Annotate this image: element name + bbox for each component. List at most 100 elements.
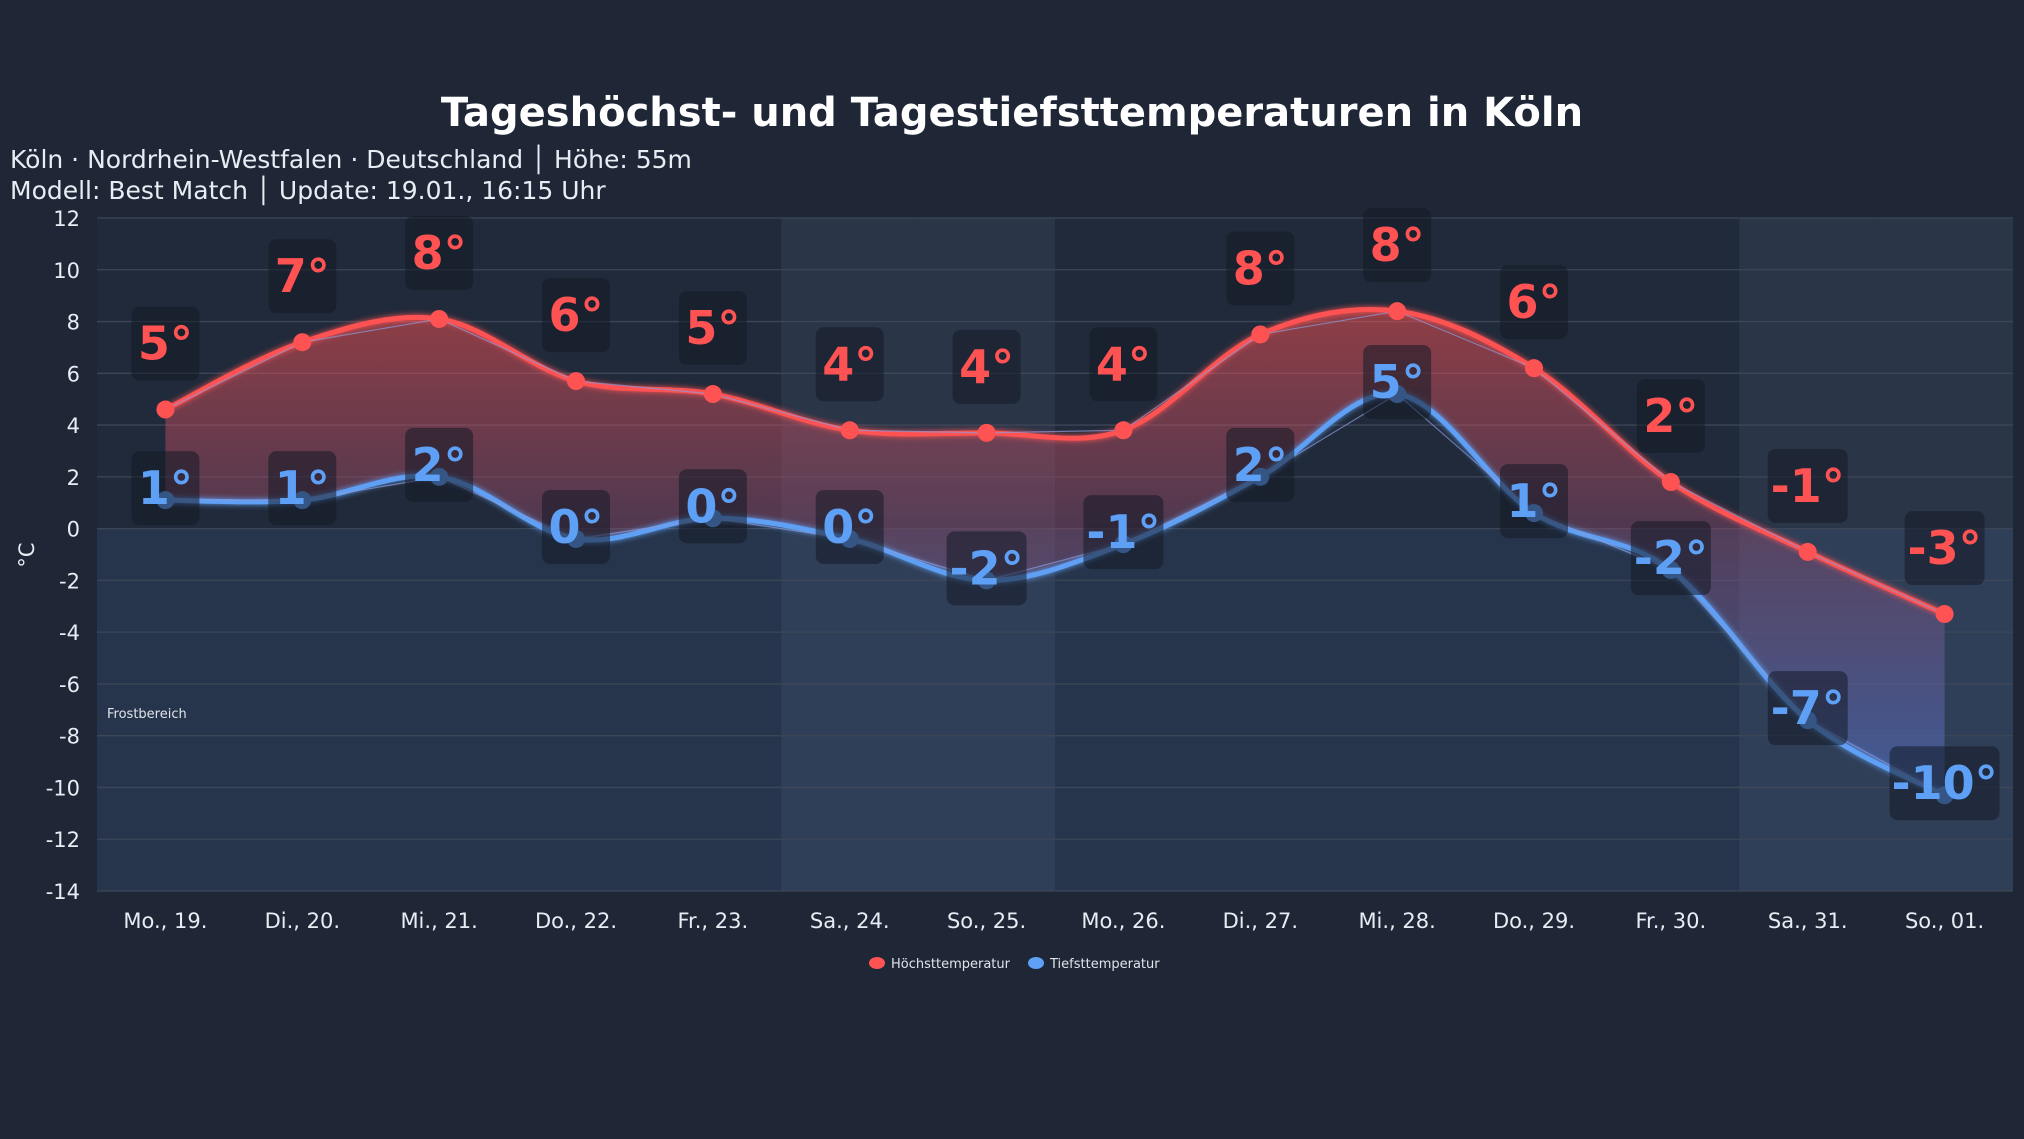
data-point-high (293, 333, 312, 352)
legend: Höchsttemperatur Tiefsttemperatur (869, 957, 1160, 972)
y-tick-label: 6 (67, 362, 80, 386)
data-point-high (1798, 542, 1817, 561)
data-label-high: 4° (1096, 337, 1151, 391)
data-point-high (1935, 605, 1954, 624)
data-label-box-low (815, 489, 884, 564)
data-label-box-high (131, 306, 200, 381)
data-point-high (1114, 421, 1133, 440)
y-tick-label: -12 (46, 828, 80, 852)
y-tick-label: 2 (67, 466, 80, 490)
data-label-low: 0° (822, 500, 877, 554)
data-label-low: 1° (138, 461, 193, 515)
data-label-high: 8° (412, 226, 467, 280)
data-label-low: -10° (1892, 756, 1998, 810)
y-tick-label: -2 (59, 569, 80, 593)
y-tick-label: 8 (67, 311, 80, 335)
y-tick-label: 10 (53, 259, 80, 283)
data-label-high: 4° (959, 340, 1014, 394)
data-label-box-high (1636, 379, 1705, 454)
data-label-box-low (542, 489, 610, 564)
legend-marker-high (869, 957, 885, 969)
data-label-low: 5° (1370, 355, 1425, 409)
data-label-high: -3° (1908, 521, 1982, 575)
y-tick-label: 12 (53, 207, 80, 231)
data-point-high (156, 400, 175, 419)
y-tick-label: -4 (59, 621, 80, 645)
data-label-box-low (1630, 521, 1711, 596)
data-point-high (1661, 473, 1680, 492)
data-label-box-low (1226, 427, 1295, 502)
data-label-box-low (1889, 746, 2000, 821)
y-axis-label: °C (15, 542, 39, 567)
x-tick-label: So., 01. (1905, 909, 1984, 933)
subtitle-location: Köln · Nordrhein-Westfalen · Deutschland… (10, 144, 692, 175)
y-tick-label: -8 (59, 725, 80, 749)
data-label-box-high (268, 239, 337, 314)
legend-item-low[interactable]: Tiefsttemperatur (1028, 957, 1160, 972)
data-label-box-high (1089, 327, 1158, 402)
data-label-high: 7° (275, 249, 330, 303)
x-tick-label: Fr., 23. (678, 909, 749, 933)
y-tick-label: 0 (67, 518, 80, 542)
x-tick-label: Do., 22. (535, 909, 617, 933)
data-label-low: 2° (1233, 438, 1288, 492)
data-point-high (840, 421, 859, 440)
data-label-box-low (1083, 495, 1164, 570)
data-label-low: 1° (275, 461, 330, 515)
data-label-box-low (405, 427, 474, 502)
data-label-high: 6° (1506, 275, 1561, 329)
data-label-high: 5° (138, 317, 193, 371)
data-point-high (1251, 325, 1270, 344)
data-point-high (703, 385, 722, 404)
data-label-high: 5° (685, 301, 740, 355)
chart-title: Tageshöchst- und Tagestiefsttemperaturen… (441, 90, 1583, 136)
data-label-box-low (678, 469, 747, 544)
x-tick-label: Di., 27. (1223, 909, 1298, 933)
data-label-box-high (1363, 208, 1432, 283)
data-label-box-high (1904, 511, 1985, 586)
legend-label-high: Höchsttemperatur (891, 957, 1011, 972)
x-tick-label: Mo., 26. (1081, 909, 1165, 933)
data-label-box-low (268, 451, 337, 526)
data-label-box-low (946, 531, 1027, 606)
y-tick-label: -14 (46, 880, 80, 904)
data-label-box-high (1767, 448, 1848, 523)
data-label-high: 2° (1643, 389, 1698, 443)
data-label-low: 0° (685, 479, 740, 533)
x-tick-label: Sa., 31. (1768, 909, 1848, 933)
data-point-high (1388, 302, 1407, 321)
x-tick-label: Sa., 24. (810, 909, 890, 933)
x-tick-label: Di., 20. (265, 909, 340, 933)
temperature-range-area (165, 309, 1945, 796)
data-label-box-high (542, 278, 610, 353)
data-label-high: 8° (1370, 218, 1425, 272)
data-label-low: -1° (1086, 505, 1160, 559)
data-point-high (1525, 359, 1543, 378)
data-point-high (430, 309, 449, 328)
data-point-high (567, 372, 585, 391)
data-label-low: -2° (950, 541, 1024, 595)
legend-item-high[interactable]: Höchsttemperatur (869, 957, 1011, 972)
series-raw-line-high (165, 310, 1945, 615)
data-label-box-high (1500, 265, 1568, 340)
data-label-high: 6° (548, 288, 603, 342)
data-label-low: 1° (1506, 474, 1561, 528)
y-tick-label: -10 (46, 776, 80, 800)
data-point-high (977, 423, 996, 442)
data-label-box-high (678, 291, 747, 366)
series-line-high (164, 307, 1946, 617)
data-label-box-high (1226, 231, 1295, 306)
x-tick-label: Mi., 28. (1358, 909, 1435, 933)
data-label-box-low (1767, 671, 1848, 746)
data-label-low: -7° (1771, 681, 1845, 735)
data-label-low: 0° (548, 500, 603, 554)
data-label-box-low (1500, 464, 1568, 539)
data-label-box-low (1363, 345, 1432, 420)
x-tick-label: So., 25. (947, 909, 1026, 933)
y-tick-label: -6 (59, 673, 80, 697)
x-tick-label: Do., 29. (1493, 909, 1575, 933)
x-tick-label: Fr., 30. (1636, 909, 1707, 933)
legend-marker-low (1028, 957, 1044, 969)
data-label-box-low (131, 451, 200, 526)
